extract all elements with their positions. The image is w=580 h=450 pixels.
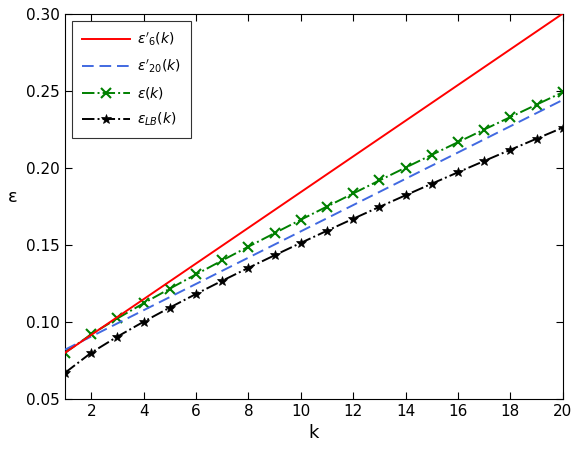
$\epsilon'_6(k)$ (114, 314, 121, 319)
$\epsilon'_{20}(k)$ (533, 110, 540, 116)
$\epsilon(k)$ (166, 286, 173, 291)
$\epsilon'_6(k)$ (298, 189, 304, 195)
$\epsilon(k)$ (559, 90, 566, 95)
$\epsilon'_{20}(k)$ (507, 124, 514, 129)
$\epsilon'_{20}(k)$ (193, 281, 200, 287)
$\epsilon'_6(k)$ (61, 350, 68, 356)
X-axis label: k: k (309, 424, 319, 442)
Line: $\epsilon'_{20}(k)$: $\epsilon'_{20}(k)$ (65, 100, 563, 350)
$\epsilon'_6(k)$ (533, 29, 540, 34)
$\epsilon_{LB}(k)$ (324, 228, 331, 234)
$\epsilon'_{20}(k)$ (428, 163, 435, 168)
$\epsilon'_6(k)$ (507, 47, 514, 52)
$\epsilon(k)$ (376, 178, 383, 183)
Y-axis label: ε: ε (8, 188, 17, 206)
$\epsilon'_6(k)$ (245, 225, 252, 230)
$\epsilon_{LB}(k)$ (219, 278, 226, 284)
$\epsilon'_6(k)$ (271, 207, 278, 213)
$\epsilon'_{20}(k)$ (114, 321, 121, 326)
$\epsilon_{LB}(k)$ (193, 291, 200, 297)
$\epsilon(k)$ (507, 114, 514, 120)
$\epsilon(k)$ (61, 350, 68, 356)
$\epsilon_{LB}(k)$ (428, 181, 435, 186)
$\epsilon'_6(k)$ (193, 261, 200, 266)
$\epsilon'_{20}(k)$ (88, 334, 95, 339)
$\epsilon_{LB}(k)$ (376, 204, 383, 210)
$\epsilon(k)$ (533, 102, 540, 107)
$\epsilon'_{20}(k)$ (402, 176, 409, 181)
$\epsilon'_{20}(k)$ (140, 307, 147, 313)
$\epsilon_{LB}(k)$ (507, 147, 514, 153)
$\epsilon_{LB}(k)$ (298, 240, 304, 246)
$\epsilon(k)$ (193, 272, 200, 277)
$\epsilon'_{20}(k)$ (559, 97, 566, 103)
$\epsilon'_{20}(k)$ (166, 294, 173, 300)
$\epsilon_{LB}(k)$ (559, 125, 566, 130)
$\epsilon(k)$ (324, 204, 331, 209)
$\epsilon'_6(k)$ (140, 297, 147, 302)
Line: $\epsilon_{LB}(k)$: $\epsilon_{LB}(k)$ (60, 123, 568, 378)
Legend: $\epsilon'_6(k)$, $\epsilon'_{20}(k)$, $\epsilon(k)$, $\epsilon_{LB}(k)$: $\epsilon'_6(k)$, $\epsilon'_{20}(k)$, $… (72, 21, 191, 138)
$\epsilon'_6(k)$ (428, 100, 435, 106)
$\epsilon'_{20}(k)$ (61, 347, 68, 352)
$\epsilon'_6(k)$ (350, 154, 357, 159)
$\epsilon'_6(k)$ (324, 171, 331, 177)
$\epsilon_{LB}(k)$ (88, 350, 95, 356)
$\epsilon'_6(k)$ (559, 11, 566, 16)
$\epsilon(k)$ (428, 152, 435, 158)
$\epsilon'_{20}(k)$ (298, 229, 304, 234)
$\epsilon_{LB}(k)$ (140, 319, 147, 324)
$\epsilon'_6(k)$ (166, 279, 173, 284)
Line: $\epsilon'_6(k)$: $\epsilon'_6(k)$ (65, 14, 563, 353)
$\epsilon'_6(k)$ (219, 243, 226, 248)
$\epsilon'_{20}(k)$ (376, 189, 383, 195)
$\epsilon'_{20}(k)$ (350, 202, 357, 208)
$\epsilon(k)$ (219, 258, 226, 263)
Line: $\epsilon(k)$: $\epsilon(k)$ (60, 87, 568, 358)
$\epsilon_{LB}(k)$ (481, 158, 488, 164)
$\epsilon_{LB}(k)$ (245, 265, 252, 270)
$\epsilon'_{20}(k)$ (481, 137, 488, 142)
$\epsilon'_6(k)$ (88, 332, 95, 338)
$\epsilon'_{20}(k)$ (245, 255, 252, 261)
$\epsilon_{LB}(k)$ (350, 216, 357, 221)
$\epsilon_{LB}(k)$ (166, 305, 173, 310)
$\epsilon(k)$ (402, 165, 409, 170)
$\epsilon(k)$ (140, 301, 147, 306)
$\epsilon'_6(k)$ (376, 136, 383, 141)
$\epsilon(k)$ (481, 127, 488, 132)
$\epsilon(k)$ (245, 244, 252, 249)
$\epsilon_{LB}(k)$ (271, 252, 278, 258)
$\epsilon(k)$ (298, 217, 304, 222)
$\epsilon'_6(k)$ (402, 118, 409, 123)
$\epsilon_{LB}(k)$ (114, 334, 121, 339)
$\epsilon'_6(k)$ (455, 82, 462, 88)
$\epsilon_{LB}(k)$ (402, 193, 409, 198)
$\epsilon'_{20}(k)$ (324, 216, 331, 221)
$\epsilon(k)$ (455, 140, 462, 145)
$\epsilon'_6(k)$ (481, 64, 488, 70)
$\epsilon'_{20}(k)$ (455, 150, 462, 155)
$\epsilon_{LB}(k)$ (533, 136, 540, 141)
$\epsilon_{LB}(k)$ (455, 170, 462, 175)
$\epsilon(k)$ (88, 332, 95, 337)
$\epsilon(k)$ (114, 315, 121, 321)
$\epsilon_{LB}(k)$ (61, 370, 68, 375)
$\epsilon'_{20}(k)$ (219, 268, 226, 274)
$\epsilon(k)$ (350, 191, 357, 196)
$\epsilon'_{20}(k)$ (271, 242, 278, 247)
$\epsilon(k)$ (271, 230, 278, 236)
